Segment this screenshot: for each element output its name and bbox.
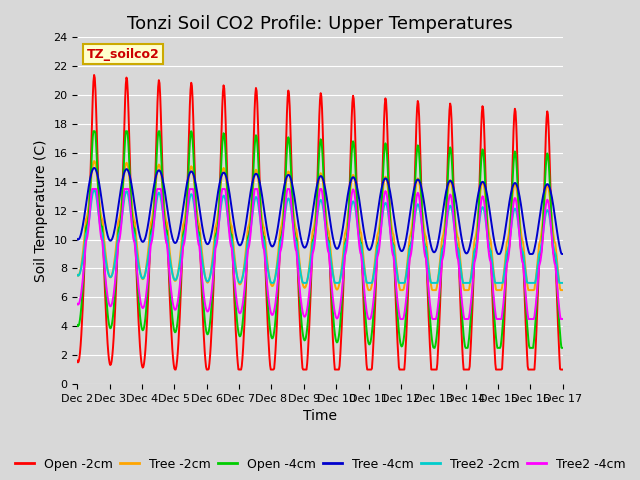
Tree -2cm: [90, 158, 98, 164]
Legend: Open -2cm, Tree -2cm, Open -4cm, Tree -4cm, Tree2 -2cm, Tree2 -4cm: Open -2cm, Tree -2cm, Open -4cm, Tree -4…: [10, 453, 630, 476]
Tree -2cm: [360, 258, 367, 264]
Line: Tree2 -4cm: Tree2 -4cm: [77, 189, 563, 319]
Open -4cm: [180, 228, 188, 233]
Tree -2cm: [365, 287, 372, 293]
Tree2 -4cm: [202, 303, 209, 309]
Open -4cm: [90, 128, 97, 134]
Tree -4cm: [313, 184, 321, 190]
Tree2 -2cm: [408, 235, 416, 240]
X-axis label: Time: Time: [303, 409, 337, 423]
Tree -4cm: [408, 200, 415, 205]
Tree -2cm: [313, 201, 321, 206]
Tree -2cm: [408, 220, 416, 226]
Tree2 -4cm: [365, 316, 372, 322]
Open -4cm: [408, 239, 415, 244]
Title: Tonzi Soil CO2 Profile: Upper Temperatures: Tonzi Soil CO2 Profile: Upper Temperatur…: [127, 15, 513, 33]
Tree2 -4cm: [88, 186, 96, 192]
Tree2 -4cm: [74, 301, 81, 307]
Tree2 -2cm: [236, 280, 244, 286]
Tree -4cm: [516, 193, 524, 199]
Open -4cm: [430, 345, 438, 351]
Tree -4cm: [202, 238, 209, 244]
Tree2 -2cm: [180, 232, 188, 238]
Open -2cm: [171, 367, 179, 372]
Tree2 -4cm: [559, 316, 566, 322]
Open -2cm: [202, 364, 210, 370]
Open -2cm: [90, 72, 98, 78]
Tree -2cm: [74, 272, 81, 278]
Open -4cm: [516, 225, 524, 230]
Open -4cm: [313, 204, 321, 210]
Open -2cm: [361, 323, 369, 329]
Open -2cm: [74, 358, 81, 363]
Tree2 -2cm: [559, 280, 566, 286]
Tree2 -2cm: [74, 272, 81, 278]
Tree -2cm: [180, 217, 188, 223]
Tree -4cm: [180, 196, 188, 202]
Line: Tree2 -2cm: Tree2 -2cm: [77, 190, 563, 283]
Tree2 -2cm: [314, 214, 321, 220]
Tree2 -2cm: [516, 232, 524, 238]
Open -4cm: [559, 345, 566, 351]
Line: Tree -4cm: Tree -4cm: [77, 168, 563, 254]
Open -2cm: [559, 367, 566, 372]
Line: Tree -2cm: Tree -2cm: [77, 161, 563, 290]
Tree -4cm: [494, 251, 502, 257]
Tree2 -4cm: [516, 235, 524, 240]
Open -4cm: [202, 323, 209, 328]
Tree -2cm: [202, 275, 209, 280]
Tree2 -2cm: [361, 268, 369, 274]
Tree -4cm: [559, 251, 566, 257]
Tree2 -4cm: [408, 240, 416, 246]
Open -2cm: [408, 234, 416, 240]
Open -2cm: [181, 221, 189, 227]
Tree -4cm: [90, 165, 98, 171]
Open -4cm: [74, 322, 81, 328]
Tree -2cm: [559, 287, 566, 293]
Text: TZ_soilco2: TZ_soilco2: [87, 48, 160, 61]
Tree2 -2cm: [90, 187, 98, 192]
Y-axis label: Soil Temperature (C): Soil Temperature (C): [34, 139, 48, 282]
Open -4cm: [360, 288, 367, 294]
Tree2 -4cm: [360, 283, 367, 289]
Tree2 -4cm: [180, 239, 188, 245]
Open -2cm: [516, 228, 524, 234]
Tree2 -2cm: [202, 275, 209, 280]
Line: Open -2cm: Open -2cm: [77, 75, 563, 370]
Tree -4cm: [74, 236, 81, 242]
Tree -2cm: [516, 216, 524, 222]
Open -2cm: [314, 181, 321, 187]
Line: Open -4cm: Open -4cm: [77, 131, 563, 348]
Tree2 -4cm: [313, 219, 321, 225]
Tree -4cm: [360, 228, 367, 234]
